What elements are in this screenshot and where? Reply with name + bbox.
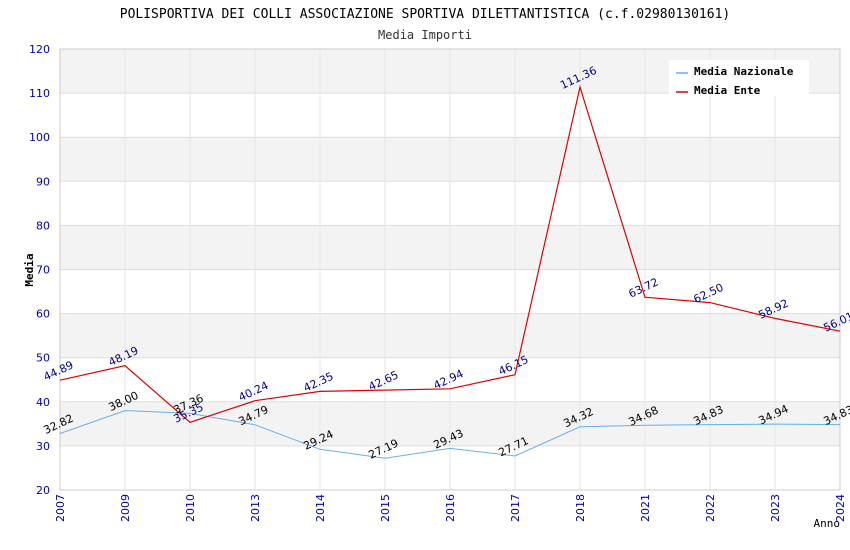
legend-label-media-ente: Media Ente — [694, 84, 761, 97]
x-tick-label-2024: 2024 — [834, 494, 847, 522]
x-tick-label-2014: 2014 — [314, 494, 327, 522]
y-tick-labels: 20 30 40 50 60 70 80 90 100 110 120 — [29, 43, 50, 497]
x-tick-label-2013: 2013 — [249, 494, 262, 522]
x-tick-label-2022: 2022 — [704, 494, 717, 522]
y-tick-label-50: 50 — [36, 352, 50, 365]
x-tick-label-2015: 2015 — [379, 494, 392, 522]
x-tick-label-2017: 2017 — [509, 494, 522, 522]
series-line-media-ente — [59, 84, 841, 423]
x-tick-label-2007: 2007 — [54, 494, 67, 522]
y-tick-label-70: 70 — [36, 264, 50, 277]
x-tick-label-2010: 2010 — [184, 494, 197, 522]
x-axis-label: Anno — [814, 517, 841, 530]
y-tick-label-40: 40 — [36, 396, 50, 409]
series-lines — [59, 84, 841, 459]
x-tick-label-2016: 2016 — [444, 494, 457, 522]
chart-subtitle: Media Importi — [378, 28, 472, 42]
plot-frame — [59, 48, 841, 491]
y-tick-label-120: 120 — [29, 43, 50, 56]
legend-label-media-nazionale: Media Nazionale — [694, 65, 794, 78]
legend-box — [669, 60, 809, 96]
x-tick-label-2009: 2009 — [119, 494, 132, 522]
y-tick-label-110: 110 — [29, 87, 50, 100]
chart-title: POLISPORTIVA DEI COLLI ASSOCIAZIONE SPOR… — [120, 7, 730, 22]
y-tick-label-30: 30 — [36, 440, 50, 453]
y-tick-label-80: 80 — [36, 219, 50, 232]
x-tick-label-2018: 2018 — [574, 494, 587, 522]
x-tick-label-2023: 2023 — [769, 494, 782, 522]
y-tick-label-60: 60 — [36, 308, 50, 321]
y-tick-label-100: 100 — [29, 131, 50, 144]
x-tick-label-2021: 2021 — [639, 494, 652, 522]
y-tick-label-20: 20 — [36, 484, 50, 497]
x-tick-labels: 2007 2009 2010 2013 2014 2015 2016 2017 2018 2021… — [54, 494, 847, 522]
y-axis-label: Media — [23, 253, 36, 286]
series-line-media-nazionale — [59, 410, 841, 459]
legend: Media Nazionale Media Ente — [669, 60, 809, 97]
y-tick-label-90: 90 — [36, 175, 50, 188]
